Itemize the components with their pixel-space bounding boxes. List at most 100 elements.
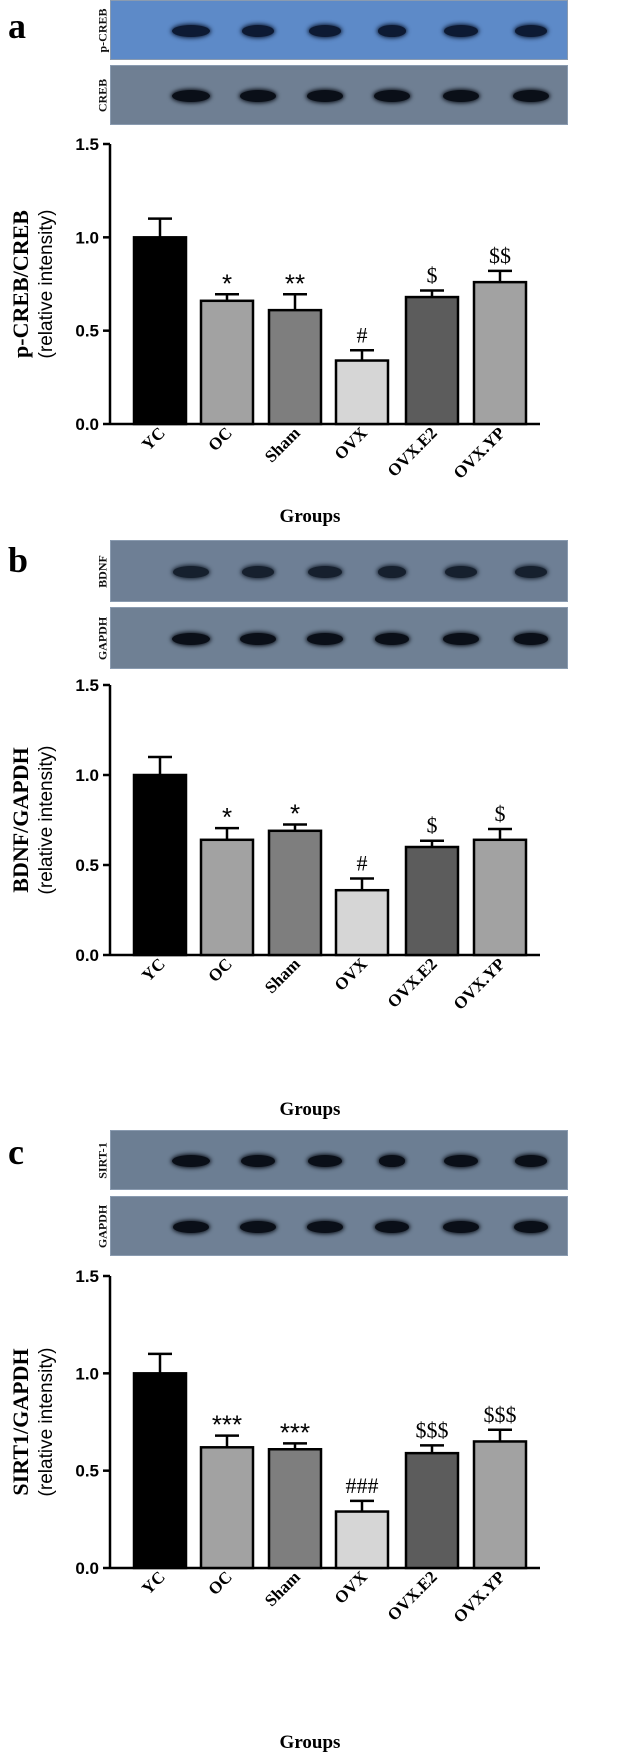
- blot-band: [240, 1155, 276, 1167]
- bar: [267, 829, 323, 957]
- blot-band: [307, 1155, 343, 1167]
- y-tick-label: 1.0: [75, 766, 99, 785]
- blot-band: [514, 25, 548, 37]
- y-tick-label: 1.0: [75, 228, 99, 247]
- blot-band: [172, 90, 210, 102]
- bar-chart-b: 0.0 0.5 1.0 1.5 YC * OC * Sham # OVX $ OVX.E2 $ OVX.YP…: [8, 676, 540, 1120]
- blot-band: [239, 90, 277, 102]
- category-label: OVX.YP: [450, 1567, 509, 1626]
- bar: [267, 1448, 323, 1570]
- significance-label: *: [290, 799, 300, 829]
- significance-label: ***: [212, 1410, 242, 1440]
- y-tick-label: 0.0: [75, 415, 99, 434]
- category-label: OVX: [331, 423, 372, 464]
- y-tick-label: 0.0: [75, 946, 99, 965]
- significance-label: *: [222, 802, 232, 832]
- y-axis-label: BDNF/GAPDH: [8, 747, 33, 892]
- panel-letter: c: [8, 1132, 24, 1172]
- blot-band: [306, 1221, 344, 1233]
- y-tick-label: 1.5: [75, 1267, 99, 1286]
- category-label: YC: [138, 1567, 169, 1598]
- blot-band: [443, 25, 479, 37]
- category-label: OVX.E2: [384, 1567, 441, 1624]
- blot-band: [239, 633, 277, 645]
- category-label: Sham: [261, 954, 304, 997]
- blot-band: [374, 1221, 410, 1233]
- significance-label: $: [427, 813, 438, 838]
- significance-label: $$$: [484, 1402, 517, 1427]
- category-label: OVX: [331, 954, 372, 995]
- bar: [334, 888, 390, 957]
- bar: [404, 1451, 460, 1570]
- western-blot-bdnf: BDNF: [96, 540, 568, 602]
- significance-label: *: [222, 268, 232, 298]
- western-blot-gapdh: GAPDH: [96, 607, 568, 669]
- western-blot-creb: CREB: [96, 65, 568, 125]
- significance-label: $$: [489, 243, 511, 268]
- blot-band: [378, 1155, 406, 1167]
- bar: [472, 838, 528, 957]
- bar: [404, 845, 460, 957]
- blot-band: [308, 25, 342, 37]
- blot-band: [172, 566, 210, 578]
- western-blot-pcreb: p-CREB: [96, 0, 568, 60]
- category-label: OC: [204, 954, 235, 985]
- bar: [132, 1372, 188, 1570]
- blot-band: [377, 25, 407, 37]
- x-axis-label: Groups: [280, 1099, 341, 1120]
- blot-band: [374, 633, 410, 645]
- significance-label: #: [357, 322, 368, 347]
- bar: [472, 1440, 528, 1570]
- significance-label: #: [357, 851, 368, 876]
- bar-chart-c: 0.0 0.5 1.0 1.5 YC *** OC *** Sham ### OVX $$$ OVX.E…: [8, 1267, 540, 1753]
- category-label: Sham: [261, 1567, 304, 1610]
- bar: [334, 359, 390, 426]
- category-label: OVX.E2: [384, 954, 441, 1011]
- category-label: OC: [204, 423, 235, 454]
- blot-band: [514, 566, 548, 578]
- bar: [199, 1446, 255, 1570]
- bar: [267, 308, 323, 426]
- y-axis-label: p-CREB/CREB: [8, 210, 33, 358]
- category-label: Sham: [261, 423, 304, 466]
- category-label: OVX.E2: [384, 423, 441, 480]
- blot-band: [172, 633, 210, 645]
- panel-letter: a: [8, 6, 26, 46]
- category-label: OVX.YP: [450, 954, 509, 1013]
- blot-band: [239, 1221, 277, 1233]
- bar: [404, 295, 460, 426]
- blot-band: [306, 633, 344, 645]
- significance-label: ###: [346, 1473, 379, 1498]
- y-axis-sublabel: (relative intensity): [36, 746, 57, 895]
- y-axis-sublabel: (relative intensity): [36, 1348, 57, 1497]
- blot-band: [443, 1155, 479, 1167]
- significance-label: $: [495, 801, 506, 826]
- bar: [132, 773, 188, 957]
- x-axis-label: Groups: [280, 1732, 341, 1753]
- y-tick-label: 0.5: [75, 1462, 99, 1481]
- blot-band: [442, 90, 480, 102]
- bar: [199, 299, 255, 426]
- blot-band: [306, 90, 344, 102]
- blot-band: [377, 566, 407, 578]
- y-axis-sublabel: (relative intensity): [36, 210, 57, 359]
- y-tick-label: 0.0: [75, 1559, 99, 1578]
- significance-label: $$$: [416, 1417, 449, 1442]
- blot-band: [241, 566, 275, 578]
- bar: [199, 838, 255, 957]
- category-label: OVX.YP: [450, 423, 509, 482]
- category-label: OVX: [331, 1567, 372, 1608]
- panel-b: b BDNF GAPDH 0.0 0.5 1.0 1.5 YC * OC * Sham # OVX $…: [0, 540, 618, 1125]
- significance-label: $: [427, 263, 438, 288]
- blot-band: [373, 90, 411, 102]
- bar-chart-a: 0.0 0.5 1.0 1.5 YC * OC ** Sham # OVX $ OVX.E2 $$ OVX.…: [8, 135, 540, 527]
- bar: [472, 280, 528, 426]
- category-label: OC: [204, 1567, 235, 1598]
- blot-band: [442, 633, 480, 645]
- y-axis-label: SIRT1/GAPDH: [8, 1348, 33, 1495]
- blot-band: [241, 25, 275, 37]
- y-tick-label: 0.5: [75, 322, 99, 341]
- panel-letter: b: [8, 540, 29, 580]
- y-tick-label: 1.5: [75, 135, 99, 154]
- significance-label: ***: [280, 1417, 310, 1447]
